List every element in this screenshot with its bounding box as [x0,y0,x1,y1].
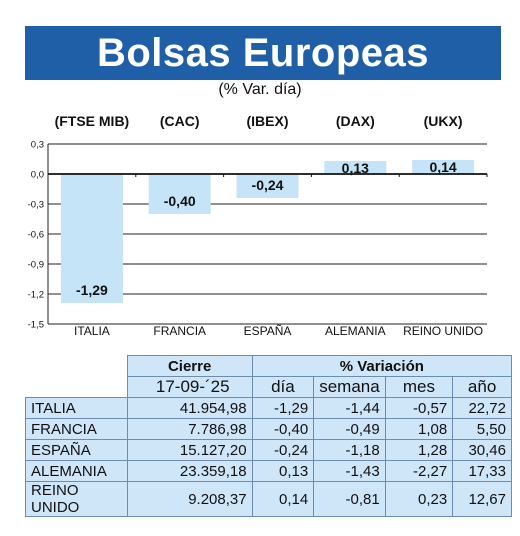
bar-4 [412,160,475,174]
data-label-3: 0,13 [342,160,369,176]
cell-ano: 5,50 [452,418,512,440]
row-name: FRANCIA [25,418,128,440]
bar-1 [148,174,211,214]
cell-ano: 12,67 [452,481,512,517]
table-row: ALEMANIA 23.359,18 0,13 -1,43 -2,27 17,33 [25,460,512,482]
category-label-1: FRANCIA [153,324,206,338]
cell-semana: -1,43 [313,460,386,482]
category-label-4: REINO UNIDO [403,324,483,338]
data-label-0: -1,29 [76,282,108,298]
data-label-2: -0,24 [252,177,284,193]
header-cierre: Cierre [126,355,253,377]
header-semana: semana [313,376,386,398]
row-name: ESPAÑA [25,439,128,461]
header-ano: año [452,376,512,398]
table-group-header-row: Cierre % Variación [25,355,513,377]
table-corner-2 [25,376,128,398]
y-tick-label-2: -0,3 [28,200,44,211]
data-label-4: 0,14 [429,159,456,175]
bar-3 [324,161,387,174]
table-row: ITALIA 41.954,98 -1,29 -1,44 -0,57 22,72 [25,397,512,419]
row-name: REINO UNIDO [25,481,128,517]
bar-chart: 0,3 0,0 -0,3 -0,6 -0,9 -1,2 -1,5 -1,29 ITALIA (FT… [28,113,488,338]
title-banner: Bolsas Europeas [25,26,501,80]
y-tick-label-0: 0,3 [31,140,44,151]
bar-2 [236,174,299,198]
cell-cierre: 41.954,98 [126,397,253,419]
table-row: ESPAÑA 15.127,20 -0,24 -1,18 1,28 30,46 [25,439,512,461]
market-table: Cierre % Variación 17-09-´25 día semana … [25,355,513,517]
y-tick-label-3: -0,6 [28,230,44,241]
row-name: ALEMANIA [25,460,128,482]
cell-cierre: 23.359,18 [126,460,253,482]
cell-dia: -0,24 [251,439,315,461]
cell-cierre: 9.208,37 [126,481,253,517]
table-corner [25,355,128,377]
header-date: 17-09-´25 [126,376,253,398]
category-label-2: ESPAÑA [244,324,292,338]
cell-mes: -2,27 [384,460,454,482]
index-label-3: (DAX) [336,113,375,129]
row-name: ITALIA [25,397,128,419]
header-dia: día [251,376,315,398]
data-label-1: -0,40 [164,193,196,209]
category-label-3: ALEMANIA [325,324,386,338]
cell-mes: 1,28 [384,439,454,461]
cell-dia: 0,13 [251,460,315,482]
table-row: FRANCIA 7.786,98 -0,40 -0,49 1,08 5,50 [25,418,512,440]
y-tick-label-4: -0,9 [28,260,44,271]
y-tick-label-5: -1,2 [28,290,44,301]
cell-dia: 0,14 [251,481,315,517]
cell-semana: -1,18 [313,439,386,461]
cell-mes: -0,57 [384,397,454,419]
cell-mes: 0,23 [384,481,454,517]
index-label-1: (CAC) [160,113,200,129]
category-label-0: ITALIA [74,324,110,338]
index-label-4: (UKX) [424,113,463,129]
cell-dia: -0,40 [251,418,315,440]
header-variacion: % Variación [251,355,513,377]
header-mes: mes [384,376,454,398]
y-tick-label-6: -1,5 [28,320,44,331]
index-label-2: (IBEX) [247,113,289,129]
table-row: REINO UNIDO 9.208,37 0,14 -0,81 0,23 12,67 [25,481,512,517]
bar-0 [60,174,123,303]
table-subheader-row: 17-09-´25 día semana mes año [25,376,512,398]
cell-cierre: 15.127,20 [126,439,253,461]
cell-ano: 17,33 [452,460,512,482]
cell-cierre: 7.786,98 [126,418,253,440]
cell-ano: 22,72 [452,397,512,419]
cell-mes: 1,08 [384,418,454,440]
cell-semana: -0,81 [313,481,386,517]
cell-semana: -1,44 [313,397,386,419]
cell-ano: 30,46 [452,439,512,461]
chart-subtitle: (% Var. día) [218,81,302,98]
index-label-0: (FTSE MIB) [55,113,130,129]
cell-dia: -1,29 [251,397,315,419]
cell-semana: -0,49 [313,418,386,440]
y-tick-label-1: 0,0 [31,170,44,181]
